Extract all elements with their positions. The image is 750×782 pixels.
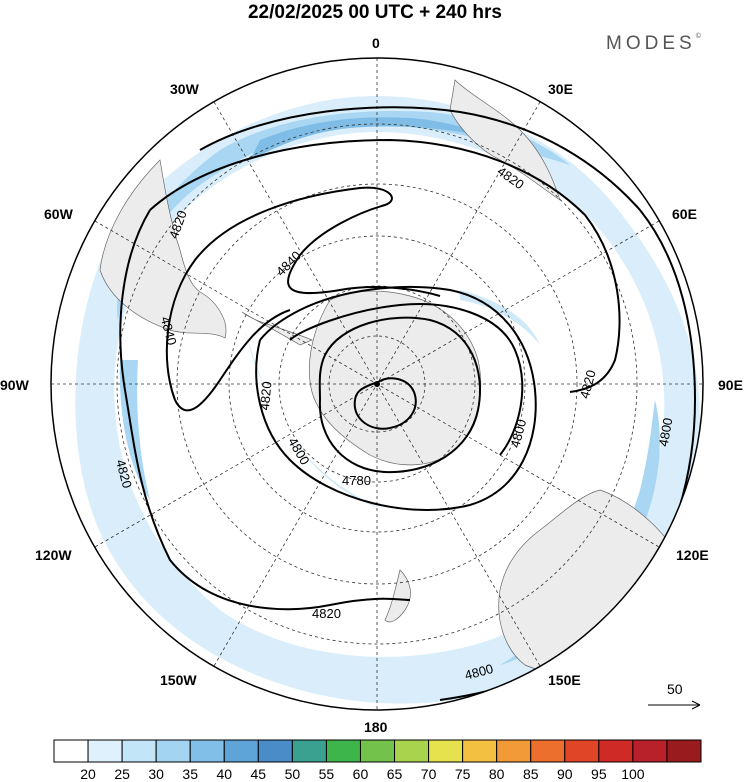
colorbar-box: [359, 739, 396, 763]
colorbar-tick-label: 40: [216, 766, 232, 782]
contour-label: 4820: [312, 606, 341, 621]
contour-label: 4780: [342, 473, 371, 488]
colorbar-box: [530, 739, 566, 763]
colorbar-tick-label: 55: [319, 766, 335, 782]
colorbar: 20 25 30 35 40 45 50 55 60 65 70 75 80 85 90 95 100: [53, 739, 702, 782]
contour-label: 4820: [257, 381, 274, 411]
longitude-labels: 0 30E 60E 90E 120E 150E 180 150W 120W 90…: [0, 35, 743, 735]
colorbar-box: [325, 739, 361, 763]
lon-label-180: 180: [364, 719, 388, 735]
contour-label: 4800: [507, 418, 529, 450]
vector-key-arrowhead: [691, 700, 701, 710]
lon-label-150e: 150E: [548, 672, 581, 688]
colorbar-tick-label: 25: [114, 766, 130, 782]
colorbar-box: [121, 739, 157, 763]
colorbar-tick-label: 65: [387, 766, 403, 782]
lon-label-150w: 150W: [160, 672, 197, 688]
vector-key: 50: [648, 681, 701, 710]
brand-mark: ©: [695, 33, 701, 40]
lon-label-120e: 120E: [676, 547, 709, 563]
contour-label: 4800: [285, 435, 312, 468]
africa: [449, 79, 561, 201]
colorbar-box: [394, 739, 430, 763]
map-disc: [51, 58, 703, 710]
colorbar-box: [223, 739, 259, 763]
shading-jet-max: [250, 117, 490, 160]
colorbar-box: [666, 739, 702, 763]
contour-4840: [165, 186, 441, 401]
colorbar-box: [598, 739, 634, 763]
colorbar-tick-label: 80: [489, 766, 505, 782]
colorbar-box: [462, 739, 498, 763]
vector-key-label: 50: [667, 681, 683, 697]
colorbar-box: [87, 739, 123, 763]
colorbar-box: [53, 739, 89, 763]
brand-logo: MODES©: [606, 33, 701, 55]
colorbar-ticks: 20 25 30 35 40 45 50 55 60 65 70 75 80 85 90 95 100: [80, 766, 645, 782]
colorbar-tick-label: 45: [251, 766, 267, 782]
colorbar-box: [189, 739, 225, 763]
contour-label: 4840: [158, 315, 180, 347]
contour-4820-west: [119, 209, 411, 611]
shading-core-west: [119, 360, 150, 500]
map-title: 22/02/2025 00 UTC + 240 hrs: [247, 2, 503, 23]
contour-label: 4800: [656, 417, 676, 448]
colorbar-tick-label: 75: [455, 766, 471, 782]
contour-4780: [318, 316, 481, 474]
shading-inner-east: [460, 290, 540, 345]
lon-label-60w: 60W: [44, 206, 74, 222]
colorbar-tick-label: 35: [182, 766, 198, 782]
map-border: [50, 57, 704, 711]
colorbar-box: [155, 739, 191, 763]
contour-label: 4800: [463, 661, 495, 683]
lon-label-0: 0: [372, 35, 380, 51]
lon-label-90w: 90W: [0, 377, 30, 393]
contour-4800-inner: [255, 285, 537, 511]
shading-core-atlantic: [116, 110, 571, 320]
contour-4760: [353, 377, 417, 430]
colorbar-tick-label: 90: [557, 766, 573, 782]
colorbar-tick-label: 50: [285, 766, 301, 782]
colorbar-box: [257, 739, 293, 763]
colorbar-box: [496, 739, 532, 763]
lon-label-60e: 60E: [672, 206, 697, 222]
colorbar-box: [291, 739, 327, 763]
colorbar-box: [564, 739, 600, 763]
lon-label-90e: 90E: [718, 377, 743, 393]
colorbar-box: [632, 739, 668, 763]
contour-label: 4820: [113, 458, 135, 490]
south-america: [99, 159, 227, 339]
brand-text: MODES: [606, 33, 696, 54]
lon-label-30e: 30E: [548, 81, 573, 97]
colorbar-tick-label: 20: [80, 766, 96, 782]
pole-marker: [374, 381, 380, 387]
contour-label-group: 4820 4820 4820 4840 4840 4820 4820 4820 …: [113, 163, 675, 682]
colorbar-tick-label: 95: [591, 766, 607, 782]
colorbar-tick-label: 60: [353, 766, 369, 782]
lon-label-30w: 30W: [170, 81, 200, 97]
contour-4800-mid: [289, 303, 524, 456]
lon-label-120w: 120W: [35, 547, 72, 563]
colorbar-tick-label: 100: [621, 766, 645, 782]
colorbar-boxes: [53, 739, 702, 763]
colorbar-box: [428, 739, 464, 763]
contour-label: 4820: [577, 368, 599, 400]
colorbar-tick-label: 85: [523, 766, 539, 782]
contour-4840-b: [174, 309, 291, 412]
colorbar-tick-label: 30: [148, 766, 164, 782]
colorbar-tick-label: 70: [421, 766, 437, 782]
new-zealand: [384, 569, 411, 623]
contour-4820-north: [149, 138, 621, 393]
